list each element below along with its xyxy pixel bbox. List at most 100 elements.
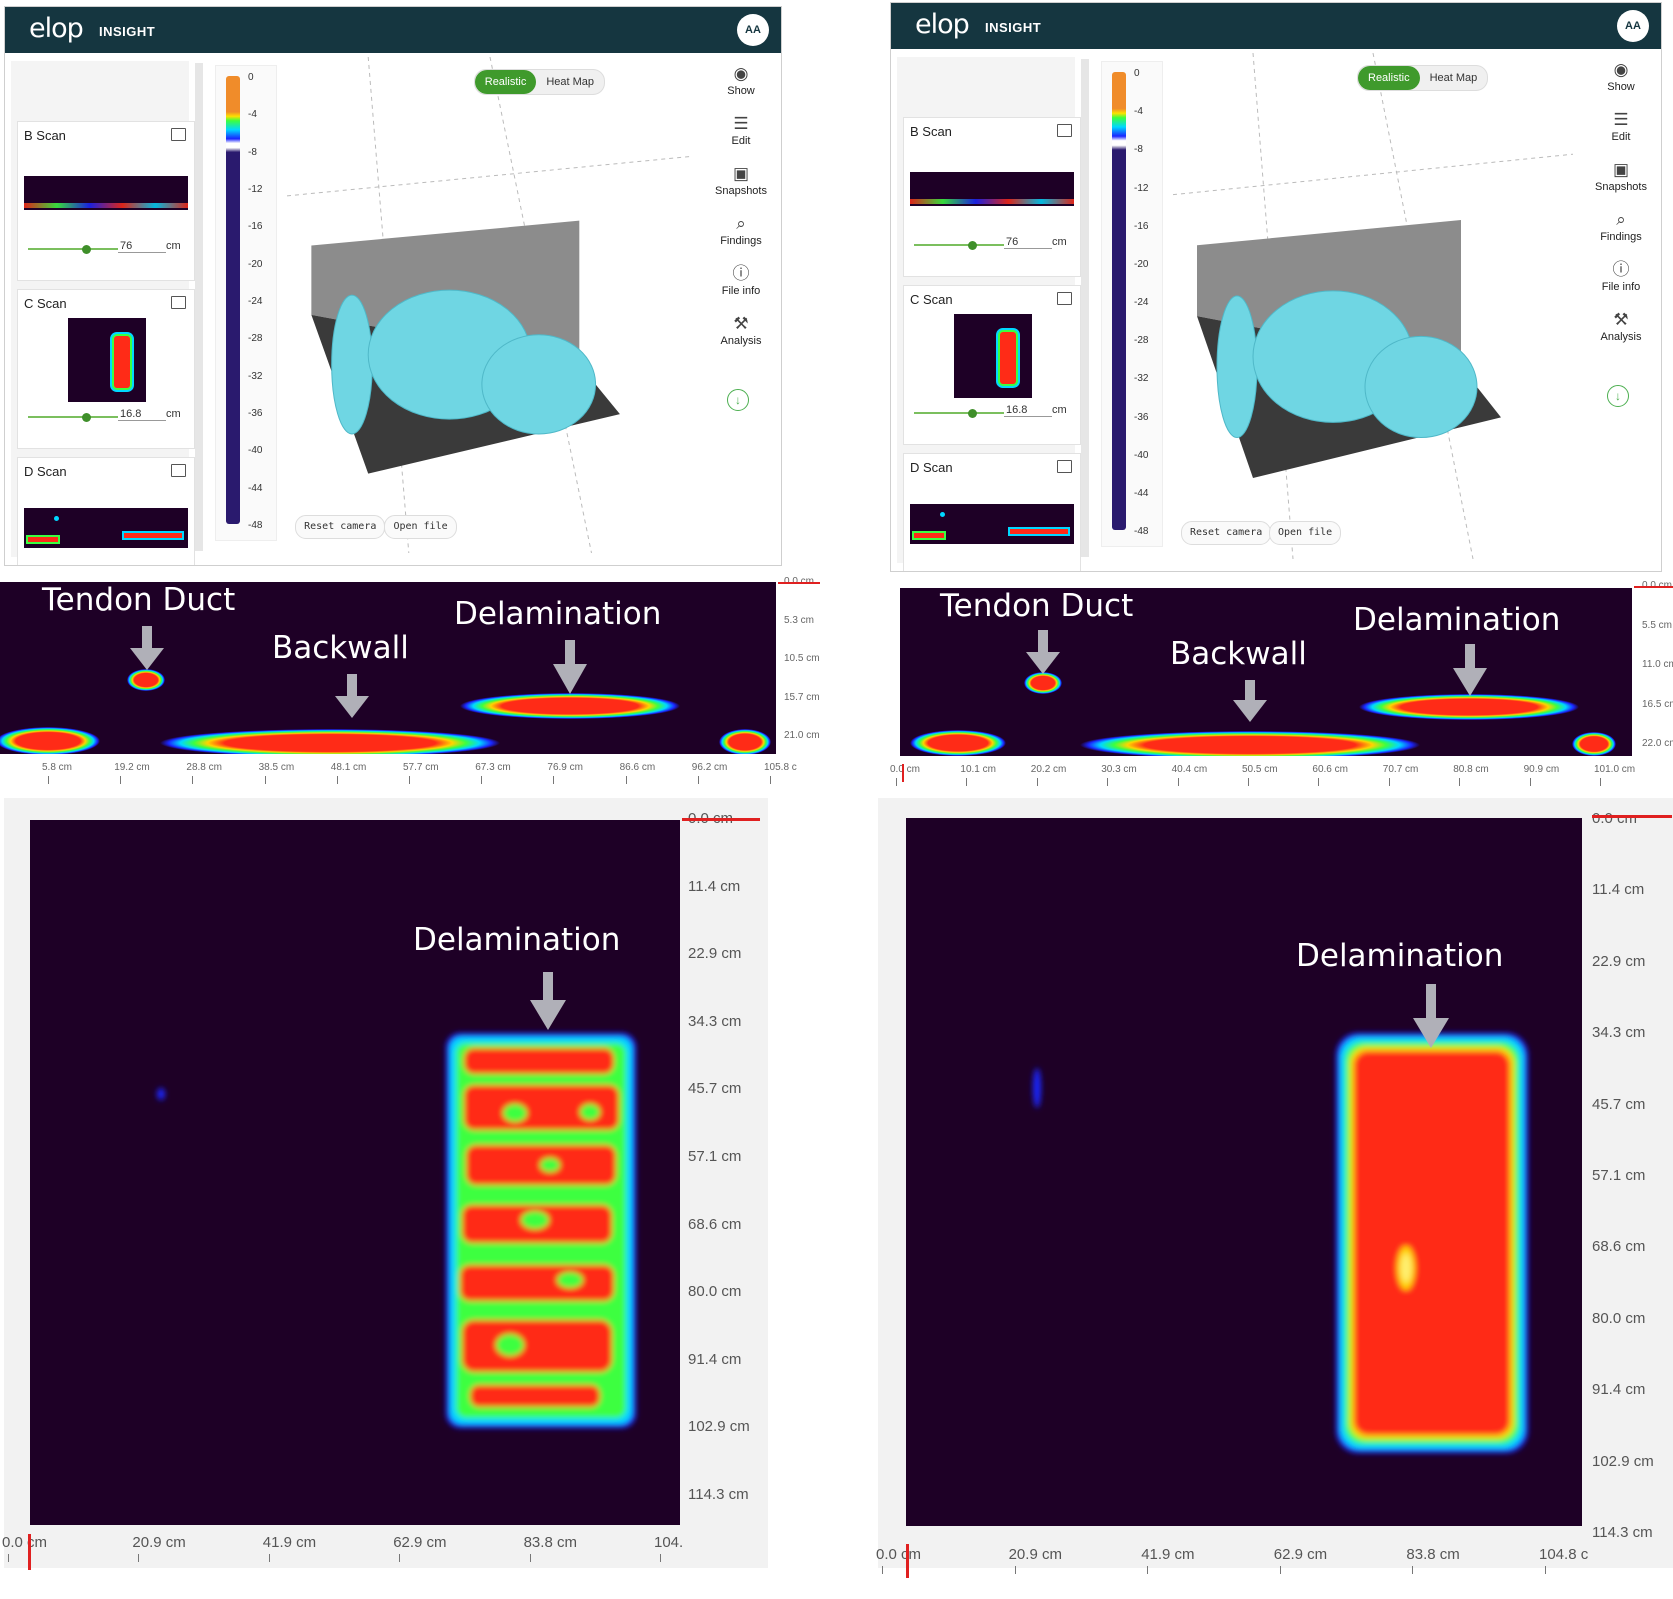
colorbar-tick: -36 (1134, 411, 1149, 423)
expand-icon[interactable] (171, 296, 186, 309)
heat-map-toggle[interactable]: Heat Map (546, 76, 595, 88)
scan-card-c-scan[interactable]: C Scan 16.8 cm (903, 285, 1081, 445)
download-icon[interactable]: ↓ (1607, 385, 1629, 407)
x-axis-tick (660, 1554, 661, 1562)
scan-thumbnail[interactable] (910, 504, 1074, 544)
tool-snapshots-button[interactable]: ▣ Snapshots (1591, 161, 1651, 194)
tool-analysis-button[interactable]: ⚒ Analysis (1591, 310, 1651, 344)
scan-thumbnail[interactable] (910, 172, 1074, 206)
colorbar-tick: -36 (248, 408, 263, 419)
realistic-toggle[interactable]: Realistic (1358, 66, 1420, 90)
scan-thumbnail[interactable] (24, 508, 188, 548)
expand-icon[interactable] (1057, 124, 1072, 137)
x-axis-tick-label: 5.8 cm (42, 762, 73, 773)
depth-value-input[interactable]: 16.8 (1004, 404, 1052, 417)
3d-viewport[interactable] (1173, 53, 1573, 559)
depth-value-input[interactable]: 16.8 (118, 408, 166, 421)
scan-card-d-scan[interactable]: D Scan46.1cm (903, 453, 1081, 571)
slider-knob[interactable] (82, 244, 91, 254)
heat-map-toggle[interactable]: Heat Map (1429, 72, 1478, 84)
top-bar: elop INSIGHT AA (5, 7, 781, 53)
x-axis-tick (138, 1554, 140, 1562)
scan-card-b-scan[interactable]: B Scan 76 cm (17, 121, 195, 281)
tool-show-button[interactable]: ◉ Show (1591, 61, 1651, 94)
realistic-toggle[interactable]: Realistic (474, 70, 537, 94)
depth-slider[interactable] (28, 412, 118, 422)
x-axis-tick (1600, 778, 1601, 786)
scan-thumbnail[interactable] (24, 176, 188, 210)
3d-model[interactable] (1173, 53, 1573, 559)
depth-slider[interactable] (914, 408, 1004, 418)
3d-viewport[interactable] (287, 57, 693, 553)
x-axis-tick-label: 104.8 c (1539, 1546, 1589, 1563)
x-axis-tick (268, 1554, 270, 1562)
scan-card-b-scan[interactable]: B Scan 76 cm (903, 117, 1081, 277)
x-axis-tick-label: 0.0 cm (890, 764, 921, 775)
delamination-label: Delamination (413, 922, 621, 958)
info-icon: ⓘ (1612, 260, 1630, 279)
expand-icon[interactable] (171, 128, 186, 141)
scrollbar[interactable] (1081, 59, 1089, 557)
y-axis-tick-label: 114.3 cm (1592, 1524, 1653, 1541)
depth-value-input[interactable]: 76 (118, 240, 166, 253)
view-mode-toggle[interactable]: Realistic Heat Map (1357, 65, 1489, 91)
expand-icon[interactable] (1057, 292, 1072, 305)
scan-card-d-scan[interactable]: D Scan46.1cm (17, 457, 195, 565)
open-file-button[interactable]: Open file (1269, 521, 1342, 545)
x-axis-tick (1412, 1566, 1414, 1574)
tool-findings-button[interactable]: ⌕ Findings (711, 215, 771, 248)
colorbar-tick: -28 (1134, 335, 1149, 347)
wrench-icon: ⚒ (1613, 310, 1629, 329)
y-axis-tick-label: 57.1 cm (688, 1148, 742, 1165)
scan-thumbnail[interactable] (954, 314, 1032, 398)
colorbar-tick: -24 (248, 296, 263, 307)
tool-file-info-button[interactable]: ⓘ File info (1591, 260, 1651, 294)
tool-label: Snapshots (715, 185, 767, 197)
view-mode-toggle[interactable]: Realistic Heat Map (473, 69, 606, 95)
tool-analysis-button[interactable]: ⚒ Analysis (711, 315, 771, 348)
tool-snapshots-button[interactable]: ▣ Snapshots (711, 165, 771, 198)
reset-camera-button[interactable]: Reset camera (1181, 521, 1272, 545)
scan-card-c-scan[interactable]: C Scan 16.8 cm (17, 289, 195, 449)
colorbar-tick: -12 (1134, 182, 1149, 194)
x-axis-tick (1545, 1566, 1546, 1574)
download-icon[interactable]: ↓ (727, 389, 749, 411)
tool-label: File info (721, 285, 761, 297)
scan-card-title: B Scan (910, 124, 952, 139)
scan-thumbnail[interactable] (68, 318, 146, 402)
x-axis-tick-label: 40.4 cm (1171, 764, 1208, 775)
tendon-duct-blob (1024, 672, 1062, 694)
scrollbar[interactable] (195, 63, 203, 551)
cscan-panel-right: Delamination (906, 818, 1582, 1526)
x-axis-tick-label: 20.9 cm (1008, 1546, 1062, 1563)
x-axis-tick-label: 28.8 cm (186, 762, 222, 773)
tool-edit-button[interactable]: ☰ Edit (711, 115, 771, 148)
slider-knob[interactable] (968, 408, 977, 418)
avatar[interactable]: AA (1617, 10, 1649, 42)
backwall-blob (719, 729, 771, 754)
colorbar-tick: -44 (248, 482, 263, 494)
y-axis-tick-label: 0.0 cm (1592, 810, 1638, 827)
3d-model[interactable] (287, 57, 693, 553)
search-doc-icon: ⌕ (1616, 210, 1626, 229)
slider-knob[interactable] (82, 412, 91, 422)
expand-icon[interactable] (171, 464, 186, 477)
slider-knob[interactable] (968, 240, 977, 250)
depth-slider[interactable] (914, 240, 1004, 250)
colorbar-tick: -44 (1134, 487, 1149, 499)
depth-value-input[interactable]: 76 (1004, 236, 1052, 249)
x-axis-tick-label: 30.3 cm (1101, 764, 1137, 775)
avatar[interactable]: AA (737, 14, 769, 46)
tool-show-button[interactable]: ◉ Show (711, 65, 771, 98)
tool-findings-button[interactable]: ⌕ Findings (1591, 210, 1651, 244)
x-axis-tick (48, 776, 49, 784)
reset-camera-button[interactable]: Reset camera (295, 515, 386, 539)
tool-edit-button[interactable]: ☰ Edit (1591, 111, 1651, 144)
tool-file-info-button[interactable]: ⓘ File info (711, 265, 771, 298)
annotation-arrow (1413, 984, 1449, 1048)
expand-icon[interactable] (1057, 460, 1072, 473)
depth-slider[interactable] (28, 244, 118, 254)
cscan-right-image (1033, 1033, 1528, 1453)
x-axis-tick (481, 776, 483, 784)
open-file-button[interactable]: Open file (384, 515, 457, 539)
